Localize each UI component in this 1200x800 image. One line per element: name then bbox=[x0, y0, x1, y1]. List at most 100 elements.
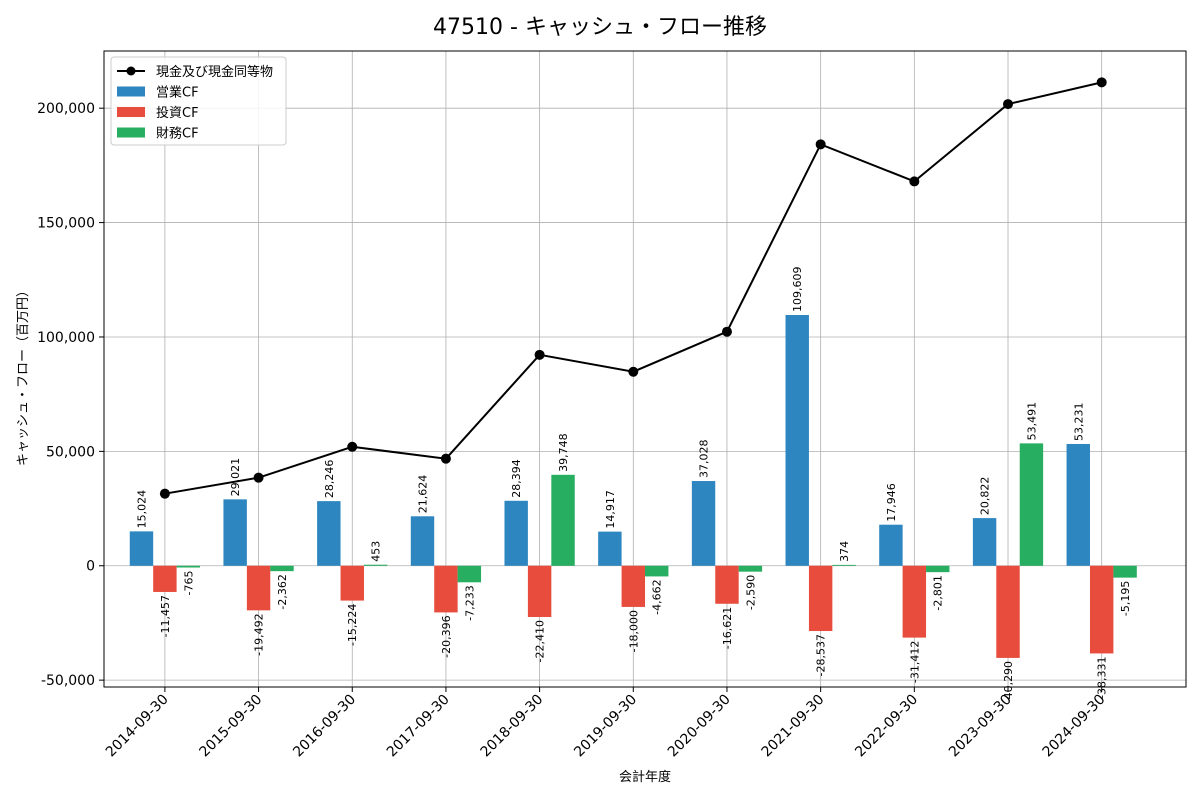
bar-1-8 bbox=[902, 565, 927, 638]
bars bbox=[129, 314, 1137, 658]
x-tick-label: 2024-09-30 bbox=[1040, 692, 1109, 761]
data-labels: 15,024 29,021 28,246 21,624 28,394 14,917 37,0… bbox=[135, 266, 1132, 703]
x-tick-label: 2014-09-30 bbox=[103, 692, 172, 761]
bar-0-4 bbox=[504, 500, 528, 566]
bar-0-5 bbox=[598, 531, 622, 566]
data-label: -4,662 bbox=[651, 579, 664, 614]
data-label: 53,231 bbox=[1072, 402, 1085, 441]
bar-1-9 bbox=[996, 565, 1020, 658]
data-label: 453 bbox=[370, 541, 383, 562]
cash-point bbox=[909, 176, 920, 187]
data-label: 20,822 bbox=[979, 477, 992, 516]
bar-0-7 bbox=[785, 314, 809, 566]
bar-0-10 bbox=[1066, 443, 1090, 566]
data-label: -19,492 bbox=[253, 613, 266, 655]
bar-0-9 bbox=[972, 518, 997, 566]
bar-1-2 bbox=[340, 565, 364, 601]
data-label: 28,394 bbox=[510, 459, 523, 498]
x-tick-label: 2022-09-30 bbox=[852, 692, 921, 761]
data-label: 374 bbox=[838, 541, 851, 562]
bar-1-10 bbox=[1089, 565, 1114, 654]
cash-point bbox=[1096, 77, 1107, 88]
y-tick-label: 0 bbox=[86, 559, 95, 575]
bar-1-0 bbox=[153, 565, 177, 592]
cash-point bbox=[815, 139, 826, 150]
cash-point bbox=[159, 488, 170, 499]
x-tick-label: 2023-09-30 bbox=[946, 692, 1015, 761]
data-label: 28,246 bbox=[323, 460, 336, 499]
bar-2-7 bbox=[832, 564, 856, 566]
bar-2-9 bbox=[1019, 443, 1044, 566]
bar-1-7 bbox=[808, 565, 833, 632]
y-tick-label: 200,000 bbox=[37, 101, 95, 117]
data-label: 14,917 bbox=[604, 490, 617, 529]
cash-point bbox=[628, 366, 639, 377]
legend-swatch bbox=[117, 107, 145, 117]
y-axis: -50,000 0 50,000 100,000 150,000 200,000 bbox=[37, 101, 104, 689]
data-label: 17,946 bbox=[885, 483, 898, 522]
x-tick-label: 2018-09-30 bbox=[478, 692, 547, 761]
plot-frame bbox=[103, 50, 1187, 688]
bar-0-2 bbox=[317, 501, 341, 566]
cash-point bbox=[440, 453, 451, 464]
legend-marker bbox=[126, 66, 136, 76]
bar-1-6 bbox=[715, 565, 739, 604]
data-label: 21,624 bbox=[417, 475, 430, 514]
data-label: 37,028 bbox=[698, 440, 711, 479]
bar-1-3 bbox=[434, 565, 458, 613]
bar-2-3 bbox=[457, 565, 482, 583]
data-label: 109,609 bbox=[791, 266, 804, 312]
cash-point bbox=[1003, 99, 1014, 110]
legend-swatch bbox=[117, 127, 145, 138]
data-label: -28,537 bbox=[815, 634, 828, 676]
bar-2-1 bbox=[270, 565, 294, 572]
x-axis: 2014-09-30 2015-09-30 2016-09-30 2017-09-30… bbox=[103, 687, 1109, 760]
data-label: -40,290 bbox=[1002, 661, 1015, 703]
y-tick-label: 50,000 bbox=[46, 444, 95, 460]
data-label: 15,024 bbox=[135, 490, 148, 529]
cash-line bbox=[159, 77, 1107, 499]
bar-1-5 bbox=[621, 565, 645, 607]
bar-2-4 bbox=[551, 474, 575, 566]
data-label: 39,748 bbox=[557, 433, 570, 472]
bar-1-1 bbox=[246, 565, 271, 611]
cash-point bbox=[347, 441, 358, 452]
bar-0-6 bbox=[691, 481, 716, 566]
x-tick-label: 2019-09-30 bbox=[571, 692, 640, 761]
data-label: -16,621 bbox=[721, 607, 734, 649]
legend-label[interactable]: 投資CF bbox=[156, 105, 199, 121]
y-tick-label: 100,000 bbox=[37, 330, 95, 346]
legend-label[interactable]: 現金及び現金同等物 bbox=[156, 64, 273, 80]
data-label: 53,491 bbox=[1025, 402, 1038, 441]
data-label: -11,457 bbox=[159, 595, 172, 637]
legend-swatch bbox=[117, 86, 145, 97]
bar-2-10 bbox=[1113, 565, 1137, 578]
bar-1-4 bbox=[527, 565, 552, 618]
data-label: -20,396 bbox=[440, 615, 453, 657]
legend-box bbox=[110, 56, 287, 146]
data-label: -2,590 bbox=[744, 575, 757, 610]
bar-2-5 bbox=[645, 565, 669, 577]
x-tick-label: 2017-09-30 bbox=[384, 692, 453, 761]
legend-label[interactable]: 営業CF bbox=[156, 85, 199, 101]
bar-0-0 bbox=[129, 531, 154, 566]
bar-0-8 bbox=[879, 524, 903, 566]
bar-2-6 bbox=[738, 565, 763, 572]
y-tick-label: -50,000 bbox=[41, 673, 95, 689]
bar-2-8 bbox=[926, 565, 950, 573]
data-label: -2,801 bbox=[932, 575, 945, 610]
cash-point bbox=[534, 349, 545, 360]
data-label: -22,410 bbox=[534, 620, 547, 662]
cash-point bbox=[253, 472, 264, 483]
data-label: -15,224 bbox=[346, 604, 359, 646]
data-label: -38,331 bbox=[1096, 656, 1109, 698]
y-tick-label: 150,000 bbox=[37, 216, 95, 232]
data-label: -5,195 bbox=[1119, 581, 1132, 616]
bar-2-0 bbox=[176, 565, 201, 568]
bar-0-3 bbox=[410, 516, 435, 566]
legend-label[interactable]: 財務CF bbox=[156, 127, 199, 142]
x-axis-title: 会計年度 bbox=[619, 769, 671, 785]
data-label: -18,000 bbox=[627, 610, 640, 652]
